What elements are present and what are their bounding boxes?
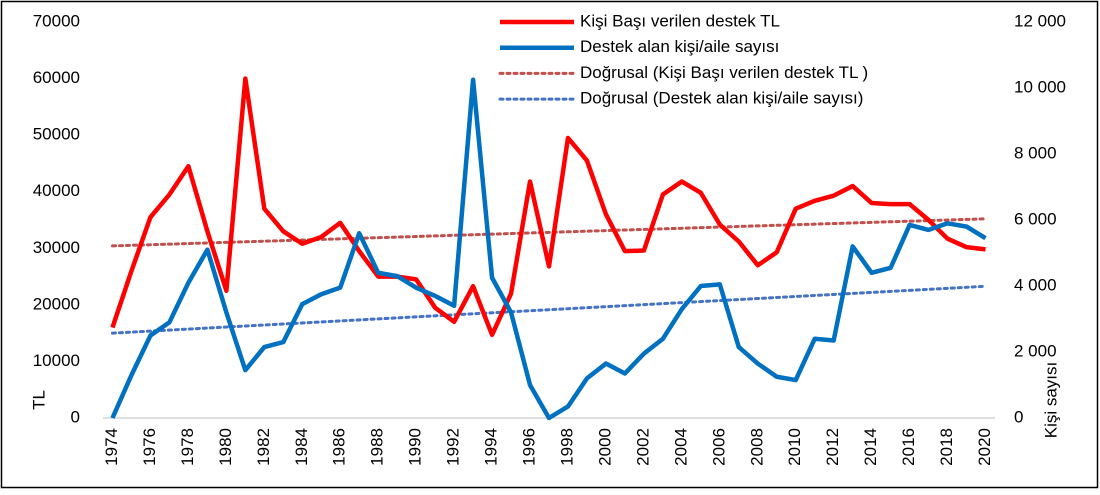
y2-tick-label: 4 000 <box>1014 275 1057 294</box>
x-tick-label: 1978 <box>178 428 197 466</box>
y2-tick-label: 12 000 <box>1014 11 1066 30</box>
y-tick-label: 10000 <box>33 351 80 370</box>
legend-label: Doğrusal (Kişi Başı verilen destek TL ) <box>580 63 868 82</box>
trendline <box>110 217 988 248</box>
x-tick-label: 1996 <box>520 428 539 466</box>
y-axis-label: TL <box>29 390 48 410</box>
x-tick-label: 1982 <box>254 428 273 466</box>
legend-label: Kişi Başı verilen destek TL <box>580 11 780 30</box>
series-line <box>110 77 987 421</box>
x-tick-label: 2012 <box>823 428 842 466</box>
y-tick-label: 0 <box>71 407 80 426</box>
x-tick-label: 1998 <box>557 428 576 466</box>
y2-tick-label: 6 000 <box>1014 209 1057 228</box>
y-tick-label: 70000 <box>33 11 80 30</box>
x-tick-label: 2004 <box>671 428 690 466</box>
x-tick-label: 1976 <box>140 428 159 466</box>
x-tick-label: 1992 <box>444 428 463 466</box>
x-tick-label: 2000 <box>595 428 614 466</box>
x-tick-label: 2014 <box>861 428 880 466</box>
y2-axis-label: Kişi sayısı <box>1041 362 1060 439</box>
y2-tick-label: 8 000 <box>1014 143 1057 162</box>
x-tick-label: 2010 <box>785 428 804 466</box>
y2-tick-label: 2 000 <box>1014 341 1057 360</box>
x-tick-label: 1988 <box>368 428 387 466</box>
y-tick-label: 60000 <box>33 68 80 87</box>
series-line <box>110 76 986 338</box>
y-tick-label: 20000 <box>33 294 80 313</box>
x-tick-label: 2020 <box>975 428 994 466</box>
x-tick-label: 2016 <box>899 428 918 466</box>
y2-tick-label: 0 <box>1014 407 1023 426</box>
x-tick-label: 1980 <box>216 428 235 466</box>
x-tick-label: 2018 <box>937 428 956 466</box>
legend-label: Destek alan kişi/aile sayısı <box>580 37 779 56</box>
y-tick-label: 40000 <box>33 181 80 200</box>
x-tick-label: 1990 <box>406 428 425 466</box>
x-tick-label: 2002 <box>633 428 652 466</box>
x-tick-label: 1984 <box>292 428 311 466</box>
x-tick-label: 1974 <box>102 428 121 466</box>
y-tick-label: 50000 <box>33 125 80 144</box>
trendline <box>110 284 988 335</box>
x-tick-label: 1986 <box>330 428 349 466</box>
x-tick-label: 1994 <box>482 428 501 466</box>
y2-tick-label: 10 000 <box>1014 77 1066 96</box>
legend-label: Doğrusal (Destek alan kişi/aile sayısı) <box>580 89 863 108</box>
x-tick-label: 2006 <box>709 428 728 466</box>
x-tick-label: 2008 <box>747 428 766 466</box>
y-tick-label: 30000 <box>33 238 80 257</box>
